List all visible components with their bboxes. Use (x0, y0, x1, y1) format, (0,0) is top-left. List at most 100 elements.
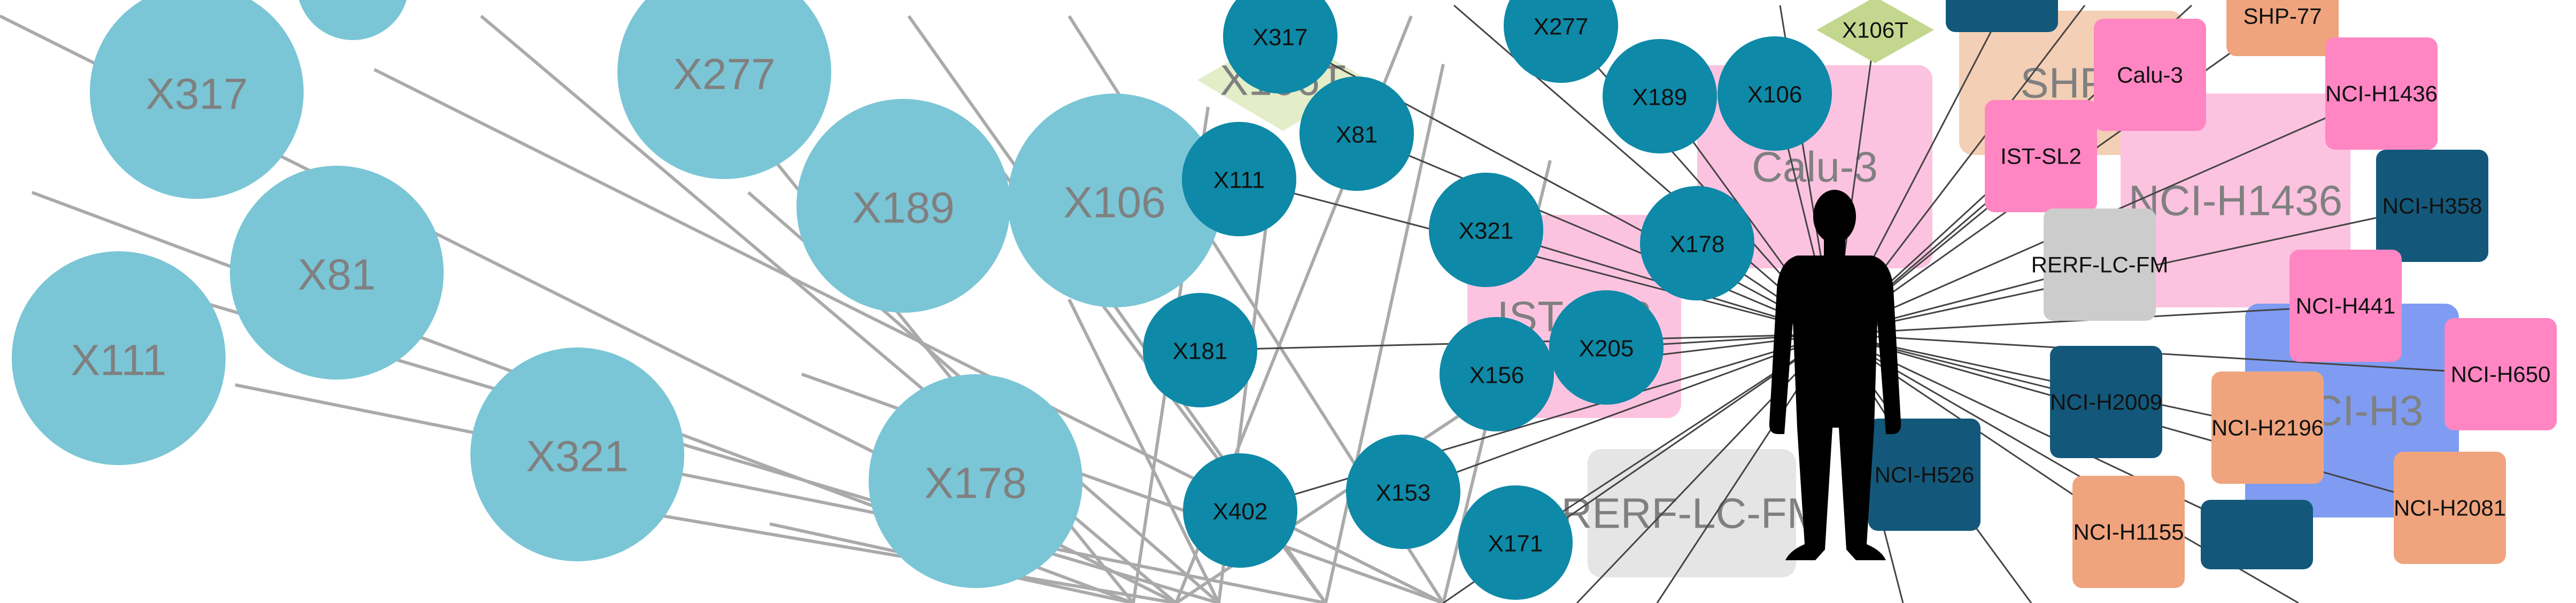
cell-line-rect (2289, 250, 2402, 362)
small-node-label: X277 (1534, 14, 1589, 40)
small-node-circle (1299, 76, 1414, 191)
faded-cell-line-rerf-lc-fm: RERF-LC-FM (1561, 449, 1823, 577)
small-node-circle (1718, 36, 1832, 151)
cell-line-label: RERF-LC-FM (2031, 252, 2169, 277)
faded-cell-line-label: RERF-LC-FM (1561, 490, 1823, 537)
cell-line-shp-77: SHP-77 (2226, 0, 2339, 56)
cell-line-x106t: X106T (1816, 0, 1934, 63)
large-node-x178: X178 (869, 374, 1082, 588)
small-node-label: X171 (1488, 531, 1543, 557)
cell-line-rect (1946, 0, 2058, 32)
small-node-label: X156 (1469, 362, 1525, 389)
small-node-label: X111 (1213, 167, 1265, 194)
small-node-circle (1640, 186, 1754, 300)
cell-line-rect (1868, 419, 1981, 531)
small-drug-nodes: X317 X277 X81 X111 X189 X106 X321 X178 X181 X156 X… (1143, 0, 1832, 600)
cell-line-rect (2211, 372, 2324, 484)
small-node-circle (1346, 435, 1460, 549)
cell-line-rect (2044, 208, 2156, 321)
small-node-circle (1223, 0, 1337, 94)
cell-line-label: NCI-H650 (2451, 362, 2551, 387)
large-node-x81: X81 (230, 166, 444, 380)
cell-line-label: NCI-H2081 (2394, 496, 2506, 521)
cell-line-rect (2201, 500, 2313, 569)
large-node-label: X81 (298, 251, 376, 299)
small-node-label: X321 (1459, 218, 1514, 244)
cell-line-rect (2376, 150, 2488, 262)
small-node-label: X106 (1747, 82, 1803, 108)
small-node-label: X402 (1213, 499, 1268, 525)
large-node-circle (230, 166, 444, 380)
cell-line-diamond (1816, 0, 1934, 63)
cell-line-nci-h2009: NCI-H2009 (2050, 346, 2162, 458)
small-node-x402: X402 (1183, 453, 1297, 568)
large-node-label: X111 (71, 336, 166, 385)
small-node-circle (1458, 485, 1573, 600)
cell-line-calu-3: Calu-3 (2094, 19, 2206, 131)
cell-line-label: NCI-H1436 (2325, 81, 2438, 106)
small-node-x181: X181 (1143, 293, 1257, 407)
small-node-label: X205 (1579, 336, 1634, 362)
small-node-circle (1440, 317, 1554, 431)
large-node-label: X178 (924, 459, 1027, 508)
small-node-x205: X205 (1549, 290, 1664, 405)
person-head (1813, 190, 1856, 243)
hub-edge (1240, 333, 1834, 512)
small-node-circle (1182, 122, 1296, 236)
cell-line-label: NCI-H2009 (2050, 390, 2162, 415)
partial-large-node (299, 0, 407, 40)
cell-line-nci-h2196: NCI-H2196 (2211, 372, 2324, 484)
large-node-circle (617, 0, 831, 179)
large-node-x106: X106 (1008, 94, 1221, 307)
cell-line-nci-h441: NCI-H441 (2289, 250, 2402, 362)
small-node-label: X181 (1173, 338, 1228, 365)
small-node-x317: X317 (1223, 0, 1337, 94)
cell-line-label: NCI-H526 (1875, 462, 1975, 488)
cell-line-label: NCI-H441 (2296, 293, 2396, 319)
small-node-label: X81 (1336, 122, 1378, 148)
cell-line-nodes: X106T SHP-77 Calu-3 NCI-H1436 IST-SL2 NCI-H35… (1816, 0, 2557, 588)
cell-line-rect (2445, 318, 2557, 430)
cell-line-nci-h358: NCI-H358 (2376, 150, 2488, 262)
large-node-circle (90, 0, 304, 199)
cell-line-label: IST-SL2 (2000, 144, 2082, 169)
cell-line-c-navy-partial-bottom (2201, 500, 2313, 569)
small-node-x81: X81 (1299, 76, 1414, 191)
large-node-label: X277 (673, 50, 776, 99)
large-node-circle (869, 374, 1082, 588)
large-node-circle (1008, 94, 1221, 307)
cell-line-rect (2094, 19, 2206, 131)
cell-line-nci-h1155: NCI-H1155 (2072, 476, 2185, 588)
hub-edge (1576, 333, 1835, 603)
faded-edge (1324, 64, 1445, 603)
cell-line-label: NCI-H1155 (2074, 520, 2184, 545)
large-node-x189: X189 (796, 99, 1010, 313)
large-node-x277: X277 (617, 0, 831, 179)
small-node-circle (1429, 173, 1543, 287)
small-node-circle (1549, 290, 1664, 405)
faded-edge (1067, 298, 1220, 603)
small-node-circle (1143, 293, 1257, 407)
small-node-x171: X171 (1458, 485, 1573, 600)
cell-line-label: NCI-H2196 (2211, 415, 2324, 440)
small-node-x111: X111 (1182, 122, 1296, 236)
large-node-label: X106 (1063, 179, 1166, 227)
cell-line-nci-h1436: NCI-H1436 (2325, 37, 2438, 150)
hub-edge (1356, 133, 1834, 335)
large-node-x317: X317 (90, 0, 304, 199)
cell-line-rerf-lc-fm: RERF-LC-FM (2031, 208, 2169, 321)
cell-line-nci-h526: NCI-H526 (1868, 419, 1981, 531)
hub-edge (1403, 333, 1834, 493)
small-node-circle (1183, 453, 1297, 568)
cell-line-label: NCI-H358 (2382, 194, 2482, 219)
person-body (1769, 256, 1901, 560)
cell-line-rect (2325, 37, 2438, 150)
small-node-circle (1504, 0, 1618, 83)
small-node-x156: X156 (1440, 317, 1554, 431)
cell-line-rect (2072, 476, 2185, 588)
large-node-x321: X321 (470, 347, 684, 561)
faded-cell-line-rect (1588, 449, 1796, 577)
small-node-x277: X277 (1504, 0, 1618, 83)
small-node-label: X317 (1253, 25, 1308, 51)
small-node-x189: X189 (1603, 39, 1717, 153)
